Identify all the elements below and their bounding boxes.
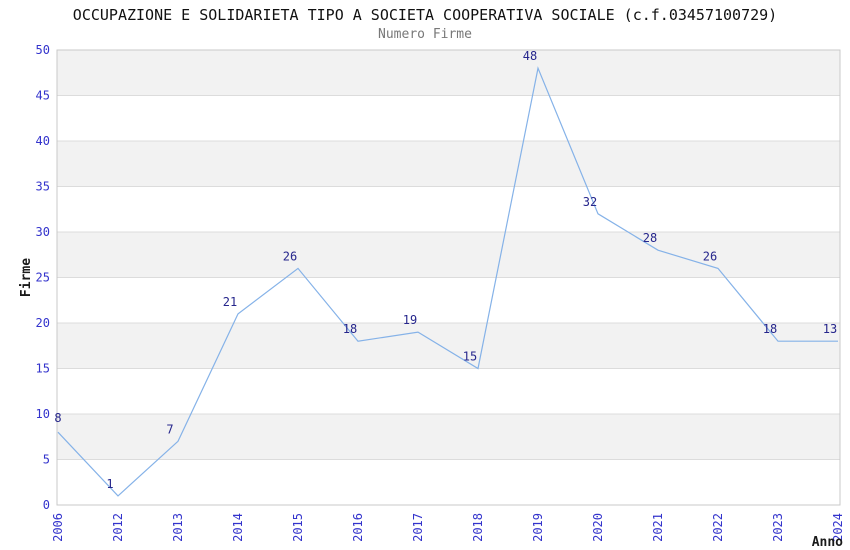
plot-band [57,141,840,187]
x-tick-label: 2017 [411,513,425,542]
point-label: 28 [643,231,657,245]
x-tick-label: 2019 [531,513,545,542]
y-tick-label: 30 [36,225,50,239]
plot-border [56,49,841,506]
chart-title: OCCUPAZIONE E SOLIDARIETA TIPO A SOCIETA… [72,6,778,24]
y-tick-label: 10 [36,407,50,421]
x-tick-label: 2021 [651,513,665,542]
y-tick-label: 40 [36,134,50,148]
y-axis-label: Firme [19,258,34,297]
point-label: 15 [463,350,477,364]
point-label: 7 [166,422,173,436]
point-label: 1 [106,477,113,491]
plot-band [57,414,840,460]
y-tick-label: 20 [36,316,50,330]
x-tick-label: 2012 [111,513,125,542]
y-tick-label: 15 [36,362,50,376]
point-label: 21 [223,295,237,309]
y-tick-label: 25 [36,271,50,285]
y-tick-label: 35 [36,180,50,194]
x-tick-label: 2016 [351,513,365,542]
x-tick-label: 2023 [771,513,785,542]
y-tick-label: 5 [43,453,50,467]
point-label: 19 [403,313,417,327]
point-label: 26 [283,249,297,263]
data-line [57,66,838,497]
x-tick-label: 2013 [171,513,185,542]
plot-band [57,50,840,96]
plot-band [57,232,840,278]
x-tick-label: 2022 [711,513,725,542]
x-tick-label: 2006 [51,513,65,542]
x-tick-label: 2024 [831,513,845,542]
x-tick-label: 2015 [291,513,305,542]
x-axis-label: Anno [812,535,843,550]
point-label: 48 [523,49,537,63]
y-tick-label: 0 [43,498,50,512]
x-tick-label: 2018 [471,513,485,542]
y-tick-label: 45 [36,89,50,103]
x-tick-label: 2014 [231,513,245,542]
point-label: 8 [54,411,61,425]
y-tick-label: 50 [36,43,50,57]
point-label: 26 [703,249,717,263]
point-label: 18 [763,322,777,336]
point-label: 13 [823,322,837,336]
point-label: 18 [343,322,357,336]
plot-band [57,323,840,369]
x-tick-label: 2020 [591,513,605,542]
point-label: 32 [583,195,597,209]
chart-subtitle: Numero Firme [378,27,472,42]
